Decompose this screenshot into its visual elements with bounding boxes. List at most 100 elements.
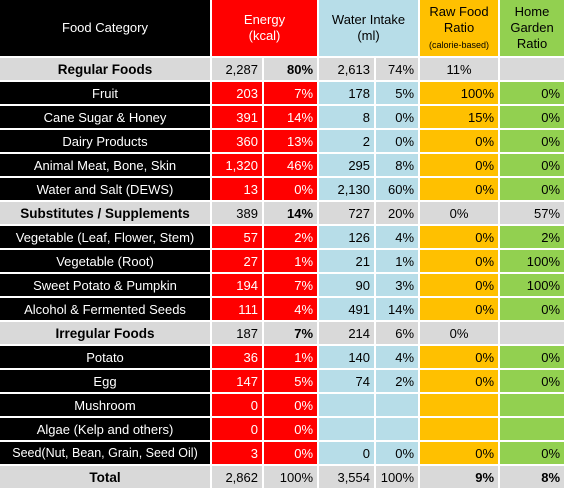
raw-food-ratio: 0%	[419, 273, 501, 298]
raw-food-ratio: 0%	[419, 201, 501, 226]
table-row: Vegetable (Leaf, Flower, Stem) 57 2% 126…	[0, 225, 565, 250]
table-row: Algae (Kelp and others) 0 0%	[0, 417, 565, 442]
row-label: Egg	[0, 369, 212, 394]
energy-value: 27	[211, 249, 264, 274]
energy-percent: 2%	[263, 225, 320, 250]
table-row: Fruit 203 7% 178 5% 100% 0%	[0, 81, 565, 106]
water-percent: 3%	[375, 273, 421, 298]
home-garden-ratio: 0%	[499, 129, 565, 154]
energy-percent: 14%	[263, 105, 320, 130]
home-garden-ratio	[499, 57, 565, 82]
energy-value: 391	[211, 105, 264, 130]
water-value: 2,130	[318, 177, 377, 202]
row-label: Cane Sugar & Honey	[0, 105, 212, 130]
energy-value: 3	[211, 441, 264, 466]
raw-food-ratio: 0%	[419, 321, 501, 346]
home-garden-ratio	[499, 417, 565, 442]
energy-percent: 7%	[263, 321, 320, 346]
energy-value: 0	[211, 417, 264, 442]
row-label: Water and Salt (DEWS)	[0, 177, 212, 202]
header-raw-food-ratio: Raw Food Ratio (calorie-based)	[419, 0, 501, 58]
water-value: 491	[318, 297, 377, 322]
water-percent: 1%	[375, 249, 421, 274]
home-garden-ratio: 100%	[499, 273, 565, 298]
energy-value: 187	[211, 321, 264, 346]
table-row: Water and Salt (DEWS) 13 0% 2,130 60% 0%…	[0, 177, 565, 202]
water-percent: 4%	[375, 225, 421, 250]
energy-percent: 46%	[263, 153, 320, 178]
raw-food-ratio: 9%	[419, 465, 501, 490]
energy-percent: 14%	[263, 201, 320, 226]
energy-value: 1,320	[211, 153, 264, 178]
raw-food-ratio: 0%	[419, 345, 501, 370]
home-garden-ratio	[499, 393, 565, 418]
water-percent: 4%	[375, 345, 421, 370]
water-value: 74	[318, 369, 377, 394]
row-label: Irregular Foods	[0, 321, 212, 346]
water-percent: 74%	[375, 57, 421, 82]
total-row: Total 2,862 100% 3,554 100% 9% 8%	[0, 465, 565, 490]
energy-value: 203	[211, 81, 264, 106]
raw-food-ratio: 100%	[419, 81, 501, 106]
home-garden-ratio: 0%	[499, 105, 565, 130]
row-label: Total	[0, 465, 212, 490]
row-label: Animal Meat, Bone, Skin	[0, 153, 212, 178]
raw-food-ratio: 11%	[419, 57, 501, 82]
table-row: Seed(Nut, Bean, Grain, Seed Oil) 3 0% 0 …	[0, 441, 565, 466]
energy-value: 194	[211, 273, 264, 298]
home-garden-ratio: 100%	[499, 249, 565, 274]
raw-food-ratio: 0%	[419, 153, 501, 178]
home-garden-ratio: 57%	[499, 201, 565, 226]
raw-food-ratio: 0%	[419, 297, 501, 322]
water-value: 2,613	[318, 57, 377, 82]
water-percent: 8%	[375, 153, 421, 178]
water-percent: 0%	[375, 105, 421, 130]
water-percent: 100%	[375, 465, 421, 490]
row-label: Seed(Nut, Bean, Grain, Seed Oil)	[0, 441, 212, 466]
energy-percent: 7%	[263, 273, 320, 298]
water-value: 0	[318, 441, 377, 466]
home-garden-ratio: 0%	[499, 441, 565, 466]
energy-value: 360	[211, 129, 264, 154]
row-label: Mushroom	[0, 393, 212, 418]
header-row: Food Category Energy (kcal) Water Intake(…	[0, 0, 565, 58]
home-garden-ratio: 0%	[499, 297, 565, 322]
home-garden-ratio: 0%	[499, 153, 565, 178]
row-label: Algae (Kelp and others)	[0, 417, 212, 442]
table-row: Sweet Potato & Pumpkin 194 7% 90 3% 0% 1…	[0, 273, 565, 298]
energy-percent: 7%	[263, 81, 320, 106]
water-value: 90	[318, 273, 377, 298]
home-garden-ratio	[499, 321, 565, 346]
water-value: 727	[318, 201, 377, 226]
raw-food-ratio: 0%	[419, 249, 501, 274]
water-value	[318, 417, 377, 442]
home-garden-ratio: 0%	[499, 369, 565, 394]
table-row: Potato 36 1% 140 4% 0% 0%	[0, 345, 565, 370]
row-label: Fruit	[0, 81, 212, 106]
row-label: Vegetable (Root)	[0, 249, 212, 274]
header-food-category: Food Category	[0, 0, 212, 58]
raw-food-ratio: 15%	[419, 105, 501, 130]
header-water-intake: Water Intake (ml)	[318, 0, 421, 58]
energy-value: 389	[211, 201, 264, 226]
header-energy: Energy (kcal)	[211, 0, 320, 58]
group-row-irregular-foods: Irregular Foods 187 7% 214 6% 0%	[0, 321, 565, 346]
home-garden-ratio: 8%	[499, 465, 565, 490]
home-garden-ratio: 2%	[499, 225, 565, 250]
header-home-garden-ratio: Home Garden Ratio	[499, 0, 565, 58]
water-value: 3,554	[318, 465, 377, 490]
energy-percent: 100%	[263, 465, 320, 490]
energy-value: 147	[211, 369, 264, 394]
water-percent: 0%	[375, 129, 421, 154]
raw-food-ratio	[419, 417, 501, 442]
water-percent: 14%	[375, 297, 421, 322]
energy-percent: 0%	[263, 417, 320, 442]
energy-percent: 13%	[263, 129, 320, 154]
row-label: Regular Foods	[0, 57, 212, 82]
water-percent: 2%	[375, 369, 421, 394]
row-label: Potato	[0, 345, 212, 370]
water-percent: 20%	[375, 201, 421, 226]
raw-food-ratio	[419, 393, 501, 418]
raw-food-ratio: 0%	[419, 129, 501, 154]
